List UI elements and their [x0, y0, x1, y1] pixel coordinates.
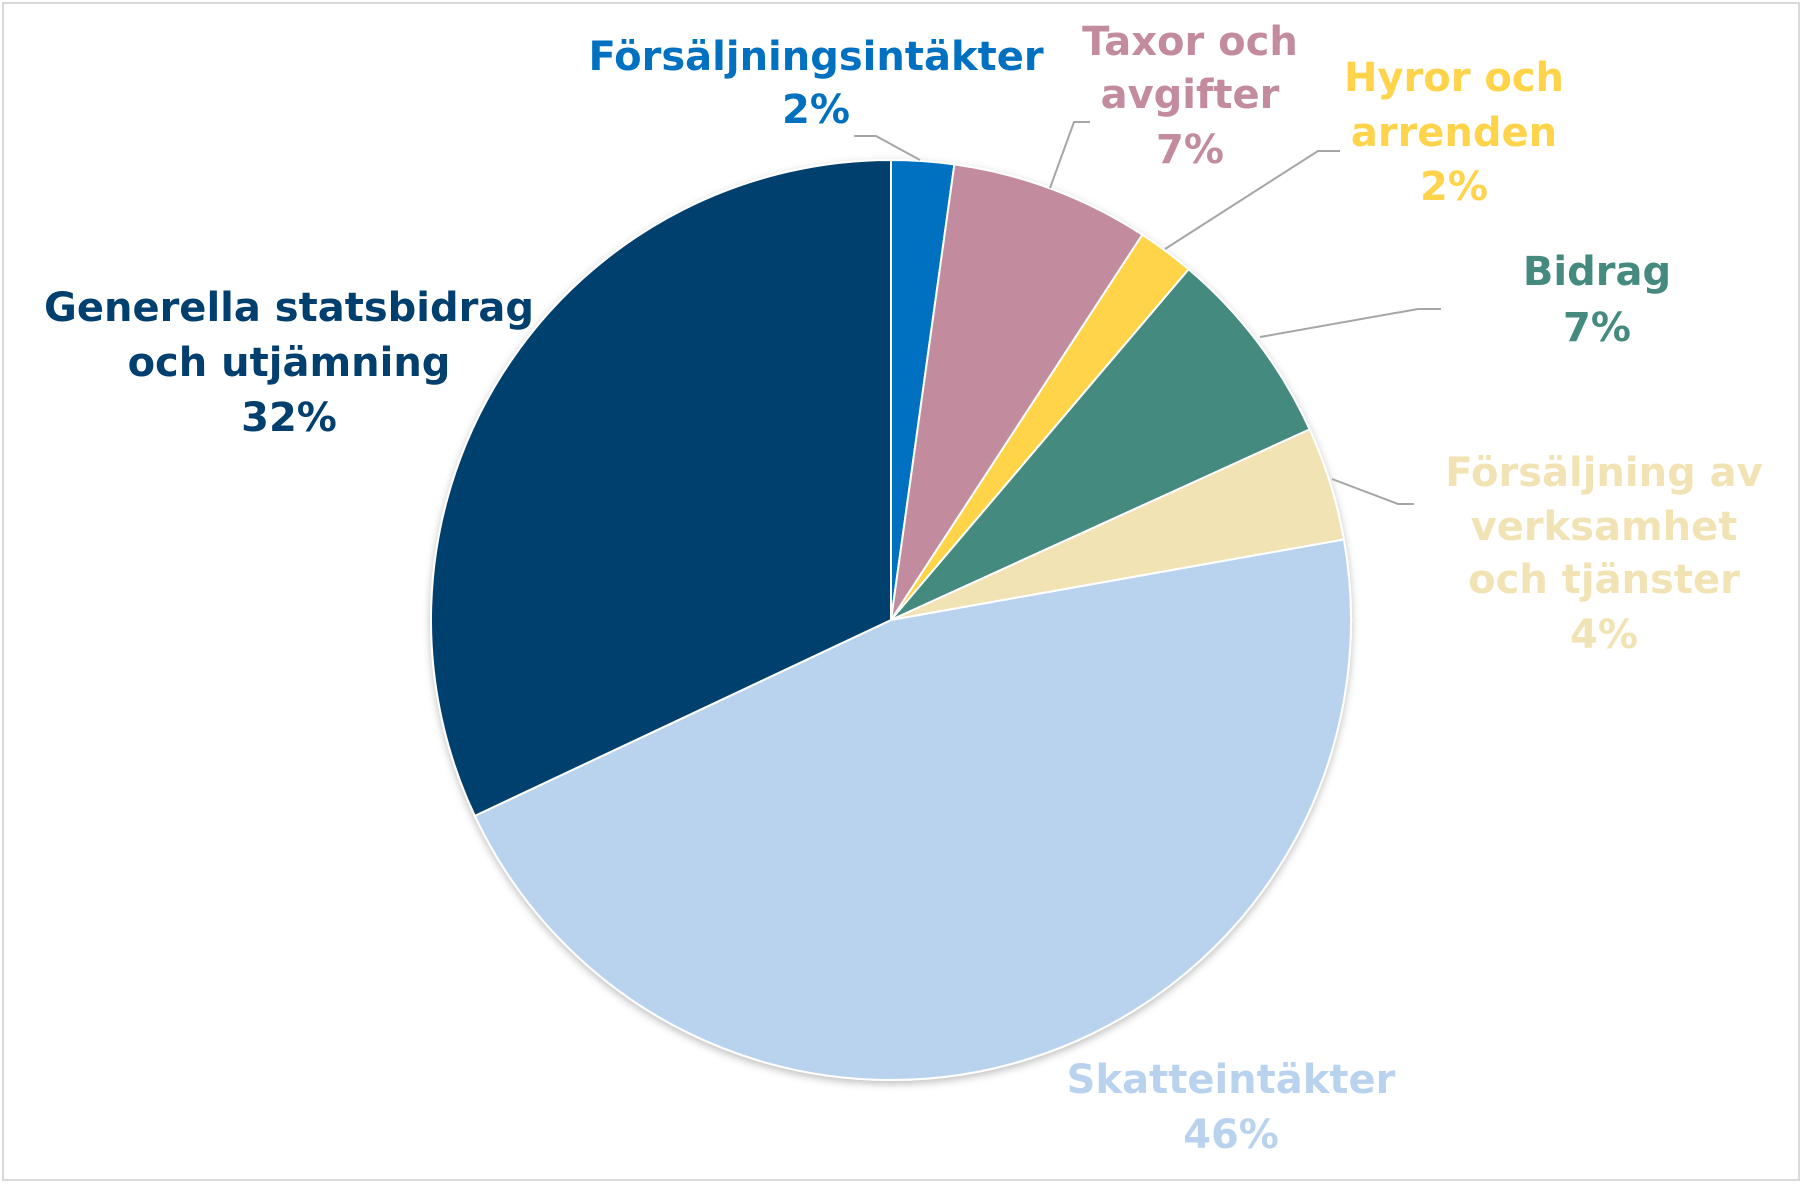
slice-percent-label-5: 4%: [1570, 612, 1638, 658]
slice-percent-label-6: 46%: [1183, 1112, 1279, 1158]
slice-name-label-5: verksamhet: [1471, 504, 1738, 550]
slice-name-label-6: Skatteintäkter: [1067, 1057, 1396, 1103]
slice-percent-label-3: 2%: [1420, 164, 1488, 210]
slice-labels: Försäljningsintäkter 2% Taxor och avgifter 7…: [44, 19, 1763, 1158]
leader-line-5: [1331, 478, 1414, 505]
slice-name-label-7: Generella statsbidrag: [44, 285, 534, 331]
slice-name-label-5: och tjänster: [1468, 557, 1740, 603]
slice-name-label-2: avgifter: [1101, 72, 1280, 118]
slice-name-label-7: och utjämning: [128, 340, 451, 386]
pie-slice-2: [890, 163, 1144, 621]
pie-slice-4: [890, 267, 1311, 621]
slice-percent-label-1: 2%: [782, 87, 850, 133]
leader-line-1: [854, 135, 921, 161]
slice-name-label-3: arrenden: [1351, 110, 1557, 156]
slice-name-label-1: Försäljningsintäkter: [588, 34, 1043, 80]
leader-lines: [854, 121, 1441, 505]
pie-slice-7: [430, 158, 892, 818]
slice-percent-label-4: 7%: [1563, 305, 1631, 351]
pie-slices: [430, 158, 1352, 1081]
leader-line-3: [1164, 150, 1340, 250]
pie-slice-6: [473, 538, 1352, 1081]
slice-name-label-5: Försäljning av: [1445, 450, 1762, 496]
leader-line-2: [1049, 121, 1090, 189]
leader-line-4: [1259, 308, 1441, 338]
slice-name-label-4: Bidrag: [1523, 249, 1671, 295]
pie-chart: Försäljningsintäkter 2% Taxor och avgifter 7…: [44, 19, 1763, 1158]
slice-name-label-2: Taxor och: [1082, 19, 1298, 65]
slice-name-label-3: Hyror och: [1344, 55, 1564, 101]
slice-percent-label-2: 7%: [1156, 127, 1224, 173]
slice-percent-label-7: 32%: [241, 395, 337, 441]
